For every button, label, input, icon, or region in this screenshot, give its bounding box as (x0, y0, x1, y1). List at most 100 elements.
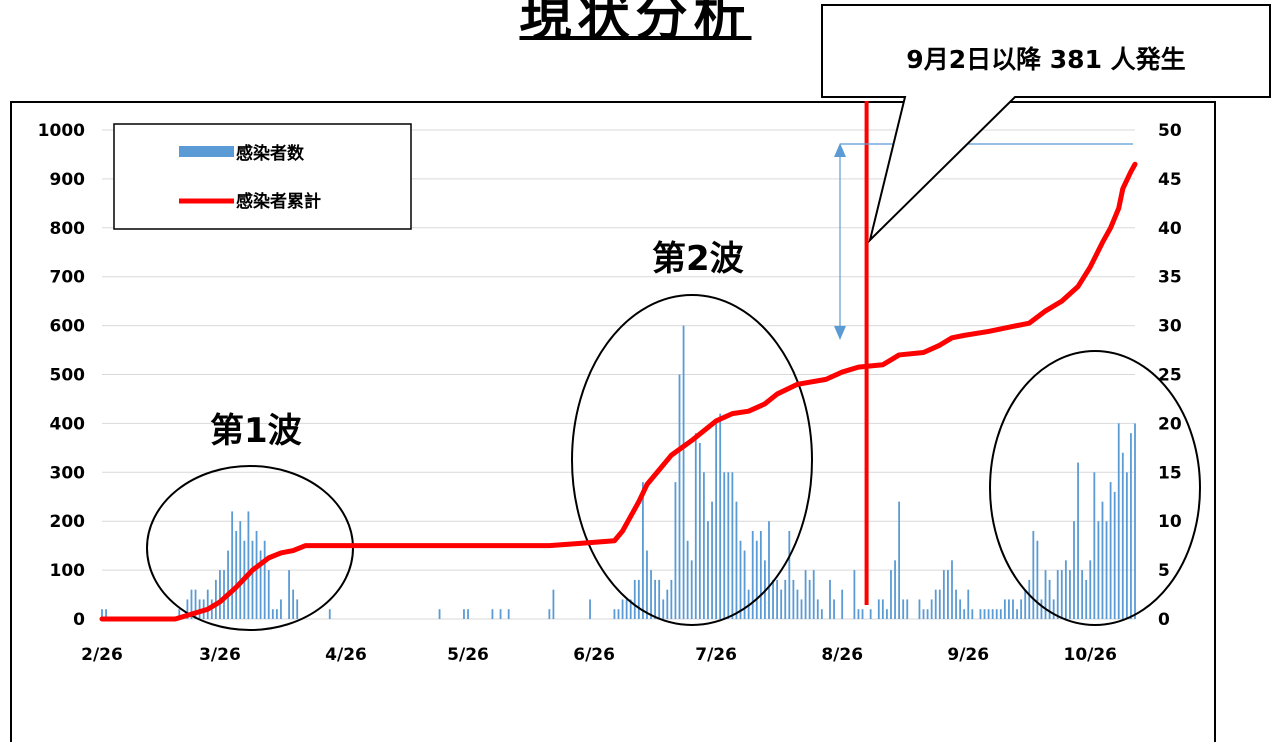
x-tick-label: 2/26 (81, 645, 123, 665)
daily-bar (1109, 482, 1112, 619)
daily-bar (1003, 599, 1006, 619)
daily-bar (1056, 570, 1059, 619)
right-tick-label: 15 (1158, 463, 1182, 483)
daily-bar (906, 599, 909, 619)
daily-bar (491, 609, 494, 619)
daily-bar (971, 609, 974, 619)
daily-bar (267, 570, 270, 619)
daily-bar (930, 599, 933, 619)
page-title: 現状分析 (0, 0, 1271, 49)
daily-bar (589, 599, 591, 619)
daily-bar (206, 589, 209, 619)
daily-bar (987, 609, 990, 619)
daily-bar (991, 609, 994, 619)
daily-bar (1064, 560, 1067, 619)
daily-bar (922, 609, 925, 619)
daily-bar (271, 609, 274, 619)
daily-bar (735, 501, 738, 619)
legend-label-cumulative: 感染者累計 (236, 191, 321, 212)
daily-bar (731, 472, 734, 619)
left-tick-label: 500 (50, 366, 86, 386)
daily-bar (646, 550, 648, 619)
daily-bar (788, 530, 791, 619)
daily-bar (942, 570, 945, 619)
daily-bar (812, 570, 815, 619)
daily-bar (1121, 452, 1124, 619)
daily-bar (548, 609, 551, 619)
daily-bar (1044, 570, 1047, 619)
cumulative-line (99, 161, 1138, 622)
daily-bar (499, 609, 502, 619)
daily-bar (999, 609, 1002, 619)
daily-bar (235, 530, 238, 619)
right-axis-ticks: 0 5 10 15 20 25 30 35 40 45 50 (1158, 121, 1182, 630)
daily-bar (674, 482, 677, 619)
left-tick-label: 200 (50, 512, 86, 532)
daily-bar (1125, 472, 1128, 619)
legend-box (113, 123, 412, 230)
daily-bar (853, 570, 856, 619)
daily-bar (703, 472, 705, 619)
daily-bar (1113, 491, 1116, 619)
daily-bar (947, 570, 949, 619)
daily-bar (670, 579, 673, 619)
left-tick-label: 400 (50, 414, 86, 434)
left-tick-label: 900 (50, 170, 86, 190)
daily-bar (1097, 521, 1100, 619)
daily-bar (629, 599, 632, 619)
left-axis-ticks: 0 100 200 300 400 500 600 700 800 900 1000 (38, 121, 85, 630)
daily-bar (1073, 521, 1075, 619)
daily-bar (288, 570, 290, 619)
right-tick-label: 50 (1158, 121, 1182, 141)
daily-bar (1089, 560, 1092, 619)
daily-bar (1052, 599, 1055, 619)
left-tick-label: 800 (50, 219, 86, 239)
daily-bar (792, 579, 795, 619)
daily-bar (894, 560, 896, 619)
daily-bar (707, 521, 709, 619)
x-axis-ticks: 2/26 3/26 4/26 5/26 6/26 7/26 8/26 9/26 10/26 (81, 645, 1117, 665)
daily-bar (259, 550, 262, 619)
daily-bar (1036, 540, 1039, 619)
x-tick-label: 3/26 (199, 645, 241, 665)
daily-bar (963, 609, 966, 619)
daily-bar (190, 589, 193, 619)
daily-bar (1077, 462, 1079, 619)
daily-bar (101, 609, 103, 619)
daily-bar (841, 589, 844, 619)
legend-bar-swatch (179, 146, 234, 157)
daily-bar (694, 433, 697, 619)
daily-bar (796, 589, 799, 619)
daily-bar (263, 540, 266, 619)
daily-bar (861, 609, 864, 619)
daily-bar (239, 521, 242, 619)
daily-bar (780, 589, 783, 619)
callout-text: 9月2日以降 381 人発生 (906, 45, 1186, 74)
daily-bar (690, 560, 693, 619)
right-tick-label: 0 (1158, 610, 1170, 630)
x-tick-label: 6/26 (573, 645, 615, 665)
daily-bar (776, 579, 779, 619)
daily-bar (621, 599, 624, 619)
daily-bar (1040, 599, 1043, 619)
daily-bar (979, 609, 982, 619)
daily-bar (1060, 570, 1063, 619)
daily-bar (296, 599, 299, 619)
daily-bar (881, 599, 884, 619)
daily-bar (1130, 433, 1132, 619)
arrow-head-up (834, 143, 846, 157)
daily-bar (686, 540, 689, 619)
daily-bar (743, 550, 746, 619)
wave-circles (146, 294, 1201, 631)
right-tick-label: 35 (1158, 268, 1182, 288)
daily-bar (739, 540, 742, 619)
daily-bar (877, 599, 880, 619)
daily-bar (231, 511, 234, 619)
callout-shape (821, 4, 1271, 244)
daily-bar (178, 609, 181, 619)
daily-bar (804, 570, 807, 619)
daily-bar (613, 609, 616, 619)
right-tick-label: 30 (1158, 317, 1182, 337)
x-tick-label: 4/26 (325, 645, 367, 665)
daily-bar (654, 579, 657, 619)
